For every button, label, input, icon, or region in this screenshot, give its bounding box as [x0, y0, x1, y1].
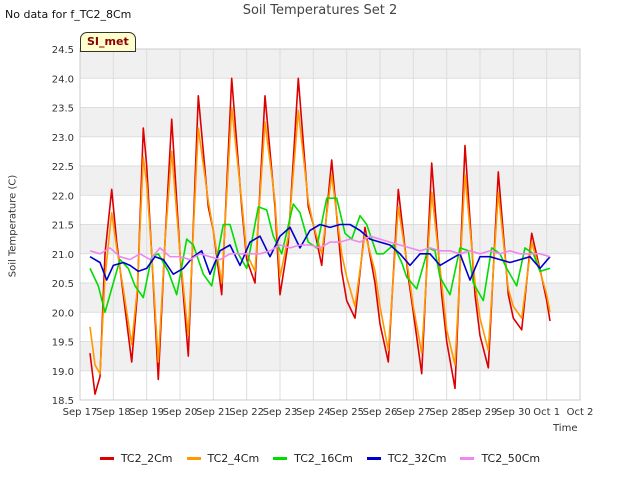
chart-title: Soil Temperatures Set 2 — [242, 3, 398, 18]
legend-item: TC2_16Cm — [273, 452, 353, 465]
series-line-tc2-16cm — [89, 197, 551, 314]
no-data-note: No data for f_TC2_8Cm — [5, 8, 132, 21]
x-axis-label: Time — [553, 423, 578, 434]
legend-swatch — [186, 457, 201, 460]
y-tick-label: 18.5 — [52, 396, 74, 407]
legend-label: TC2_4Cm — [207, 452, 260, 465]
series-line-tc2-4cm — [89, 106, 551, 375]
y-tick-label: 23.0 — [52, 133, 74, 144]
x-tick-label: Sep 22 — [229, 407, 264, 418]
y-tick-label: 19.0 — [52, 367, 74, 378]
x-tick-label: Sep 29 — [463, 407, 498, 418]
series-line-tc2-2cm — [89, 77, 551, 395]
grid-band — [80, 49, 580, 79]
y-tick-label: 21.0 — [52, 250, 74, 261]
grid-band — [80, 341, 580, 371]
y-tick-label: 21.5 — [52, 221, 74, 232]
series-line-tc2-32cm — [89, 223, 551, 281]
y-tick-label: 24.5 — [52, 45, 74, 56]
site-badge: SI_met — [80, 32, 136, 52]
y-tick-label: 20.0 — [52, 308, 74, 319]
series-line-tc2-50cm — [89, 235, 551, 261]
legend-item: TC2_4Cm — [186, 452, 260, 465]
x-tick-label: Sep 27 — [396, 407, 431, 418]
y-tick-label: 24.0 — [52, 74, 74, 85]
x-tick-label: Sep 19 — [129, 407, 164, 418]
legend-item: TC2_2Cm — [99, 452, 173, 465]
y-tick-label: 23.5 — [52, 104, 74, 115]
y-tick-label: 22.0 — [52, 191, 74, 202]
x-tick-label: Sep 25 — [329, 407, 364, 418]
x-tick-label: Sep 30 — [496, 407, 531, 418]
x-tick-label: Oct 2 — [567, 407, 594, 418]
x-tick-label: Oct 1 — [533, 407, 560, 418]
x-tick-label: Sep 21 — [196, 407, 231, 418]
legend-label: TC2_50Cm — [481, 452, 541, 465]
y-tick-label: 19.5 — [52, 338, 74, 349]
x-tick-label: Sep 23 — [263, 407, 298, 418]
y-tick-label: 20.5 — [52, 279, 74, 290]
legend-swatch — [273, 457, 288, 460]
x-tick-label: Sep 28 — [429, 407, 464, 418]
legend-swatch — [366, 457, 381, 460]
x-tick-label: Sep 24 — [296, 407, 331, 418]
legend-label: TC2_32Cm — [387, 452, 447, 465]
legend-swatch — [460, 457, 475, 460]
chart-legend: TC2_2Cm TC2_4Cm TC2_16Cm TC2_32Cm TC2_50Cm — [0, 452, 640, 465]
legend-label: TC2_2Cm — [120, 452, 173, 465]
x-tick-label: Sep 17 — [63, 407, 98, 418]
x-tick-label: Sep 18 — [96, 407, 131, 418]
y-tick-label: 22.5 — [52, 162, 74, 173]
legend-item: TC2_32Cm — [366, 452, 447, 465]
plot-frame — [79, 48, 581, 401]
legend-swatch — [99, 457, 114, 460]
x-tick-label: Sep 26 — [363, 407, 398, 418]
grid-band — [80, 107, 580, 137]
legend-item: TC2_50Cm — [460, 452, 540, 465]
x-tick-label: Sep 20 — [163, 407, 198, 418]
legend-label: TC2_16Cm — [294, 452, 353, 465]
